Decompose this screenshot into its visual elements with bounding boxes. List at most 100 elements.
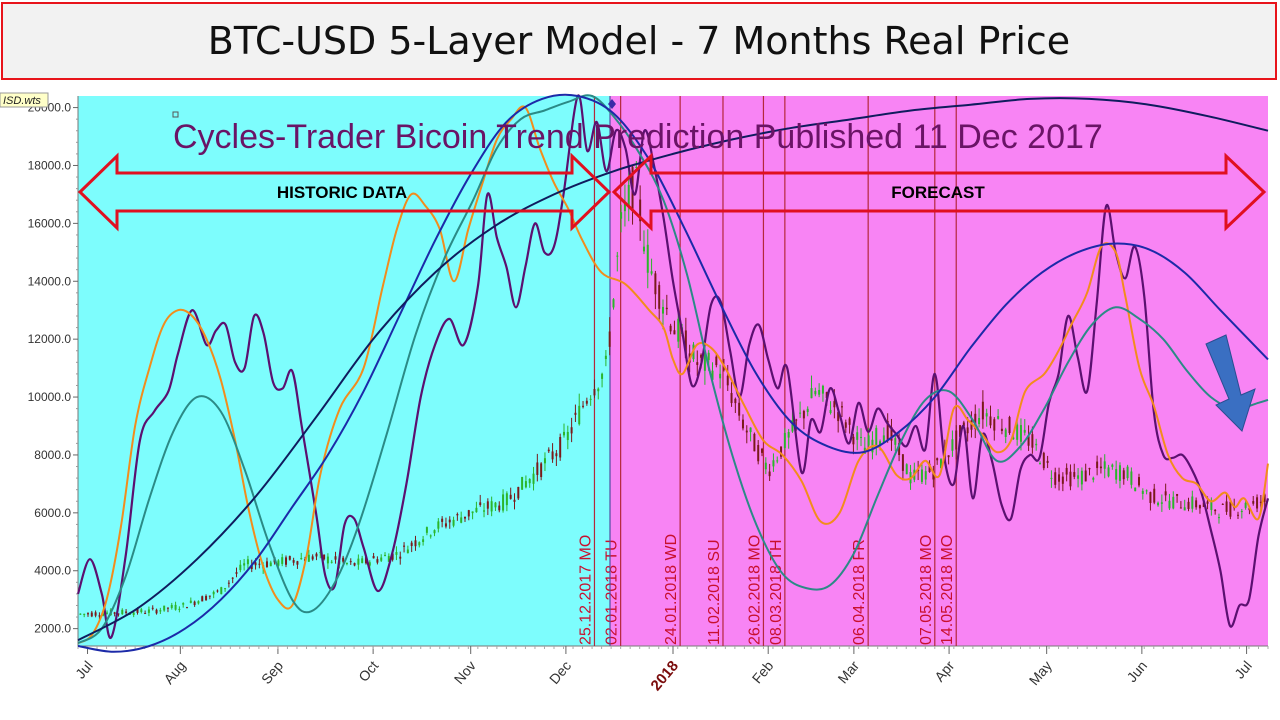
price-candle-body [113, 612, 116, 614]
price-candle-body [456, 514, 459, 516]
price-candle-body [829, 409, 832, 414]
y-axis: 2000.0 4000.0 6000.0 8000.0 10000.0 12000.0 14… [28, 96, 79, 646]
price-candle-body [315, 553, 318, 557]
price-candle-body [186, 607, 189, 609]
price-candle-body [326, 556, 329, 564]
price-candle-body [1012, 437, 1015, 440]
price-candle-body [98, 615, 101, 617]
price-candle-body [593, 388, 596, 396]
price-candle-body [1099, 466, 1102, 469]
price-candle-body [524, 481, 527, 488]
price-candle-body [978, 418, 981, 425]
price-candle-body [780, 446, 783, 457]
price-candle-body [856, 432, 859, 440]
price-candle-body [802, 410, 805, 419]
price-candle-body [1210, 500, 1213, 511]
y-tick-label: 4000.0 [34, 564, 71, 578]
price-candle-body [879, 441, 882, 445]
price-candle-body [498, 505, 501, 511]
price-candle-body [757, 445, 760, 462]
price-candle-body [86, 613, 89, 615]
price-candle-body [1080, 470, 1083, 485]
price-candle-body [323, 554, 326, 560]
price-candle-body [532, 473, 535, 484]
price-candle-body [608, 331, 611, 347]
forecast-marker-label: 14.05.2018 MO [939, 535, 956, 645]
price-candle-body [993, 419, 996, 431]
price-candle-body [966, 427, 969, 434]
price-candle-body [597, 388, 600, 392]
price-candle-body [391, 553, 394, 560]
price-candle-body [1168, 500, 1171, 509]
price-candle-body [974, 413, 977, 429]
y-tick-label: 2000.0 [34, 622, 71, 636]
price-candle-body [1077, 475, 1080, 479]
price-candle-body [612, 299, 615, 308]
y-tick-label: 6000.0 [34, 506, 71, 520]
price-candle-body [882, 435, 885, 443]
price-candle-body [414, 540, 417, 547]
price-candle-body [342, 557, 345, 562]
price-candle-body [224, 588, 227, 590]
price-candle-body [783, 432, 786, 449]
price-candle-body [1122, 470, 1125, 480]
price-candle-body [384, 554, 387, 556]
price-candle-body [1058, 474, 1061, 482]
price-candle-body [144, 613, 147, 615]
price-candle-body [479, 502, 482, 506]
price-candle-body [258, 563, 261, 565]
price-candle-body [467, 510, 470, 517]
price-candle-body [825, 392, 828, 398]
price-candle-body [1183, 507, 1186, 511]
price-candle-body [307, 554, 310, 562]
price-candle-body [722, 368, 725, 370]
price-candle-body [1214, 509, 1217, 512]
price-candle-body [764, 462, 767, 470]
price-candle-body [1111, 464, 1114, 467]
price-candle-body [932, 471, 935, 480]
price-candle-body [1149, 492, 1152, 503]
price-candle-body [281, 557, 284, 564]
y-tick-label: 18000.0 [28, 158, 72, 172]
price-candle-body [818, 389, 821, 395]
price-candle-body [90, 612, 93, 617]
price-candle-body [399, 556, 402, 559]
price-candle-body [730, 392, 733, 404]
price-candle-body [330, 561, 333, 563]
price-candle-body [650, 271, 653, 274]
price-candle-body [460, 517, 463, 523]
price-candle-body [1179, 507, 1182, 509]
price-candle-body [277, 560, 280, 566]
price-candle-body [1187, 501, 1190, 509]
price-candle-body [833, 401, 836, 408]
price-candle-body [696, 362, 699, 365]
price-candle-body [997, 416, 1000, 419]
price-candle-body [646, 244, 649, 273]
price-candle-body [296, 561, 299, 565]
price-candle-body [791, 419, 794, 432]
price-candle-body [1065, 467, 1068, 475]
price-candle-body [753, 433, 756, 452]
price-candle-body [433, 530, 436, 534]
price-candle-body [936, 458, 939, 461]
price-candle-body [212, 591, 215, 595]
price-candle-body [178, 608, 181, 610]
file-tag: ISD.wts [0, 92, 49, 108]
price-candle-body [300, 558, 303, 560]
price-candle-body [1172, 496, 1175, 509]
price-candle-body [502, 494, 505, 511]
price-candle-body [94, 612, 97, 616]
price-candle-body [106, 612, 109, 614]
price-candle-body [959, 425, 962, 437]
price-candle-body [521, 476, 524, 490]
price-candle-body [654, 273, 657, 295]
price-candle-body [585, 400, 588, 404]
y-tick-label: 12000.0 [28, 332, 72, 346]
price-candle-body [425, 527, 428, 533]
price-candle-body [635, 166, 638, 168]
price-candle-body [147, 609, 150, 613]
price-candle-body [981, 401, 984, 420]
price-candle-body [250, 565, 253, 570]
page-title: BTC-USD 5-Layer Model - 7 Months Real Pr… [207, 19, 1071, 63]
price-candle-body [989, 416, 992, 426]
